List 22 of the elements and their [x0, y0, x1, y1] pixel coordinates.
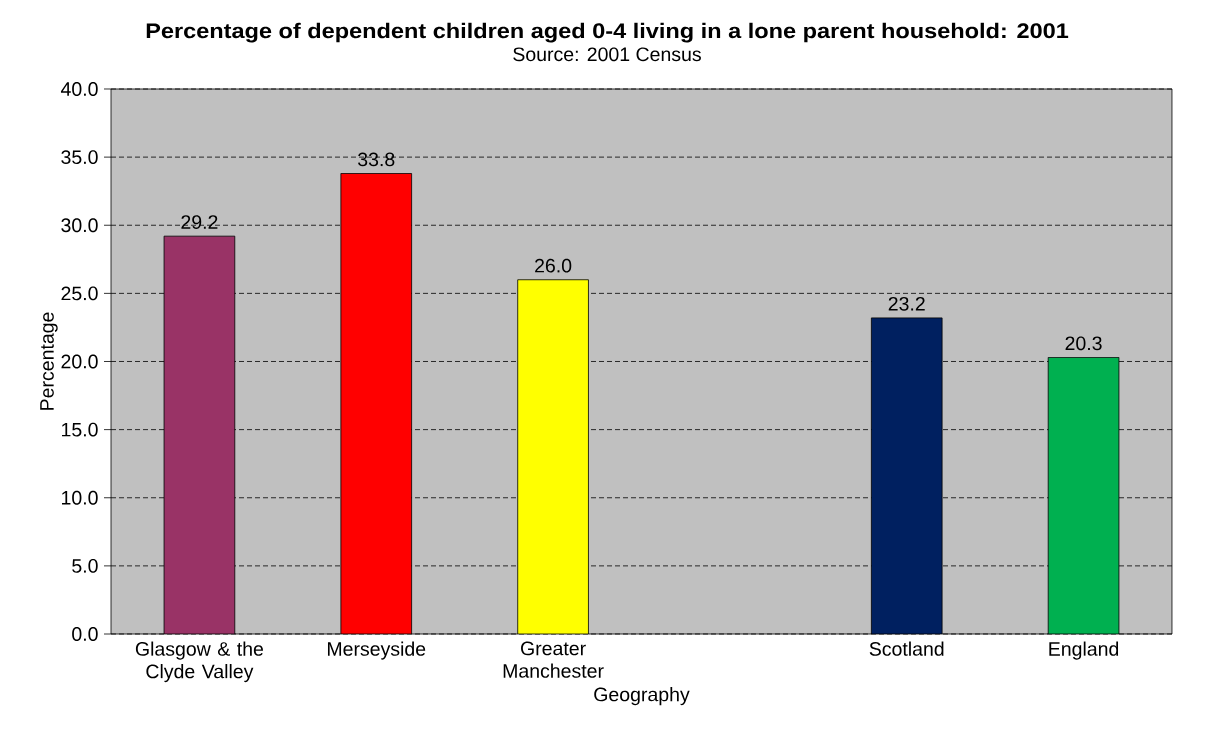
y-tick-label: 10.0	[62, 490, 98, 505]
y-tick-label: 5.0	[72, 558, 98, 573]
source-note: Source: 2001 Census	[513, 47, 701, 62]
x-axis-title: Geography	[594, 687, 690, 706]
data-label: 20.3	[1065, 336, 1102, 351]
y-tick-label: 0.0	[72, 627, 98, 641]
y-tick-label: 25.0	[61, 286, 98, 301]
y-tick-label: 20.0	[61, 354, 98, 369]
y-tick-label: 15.0	[62, 422, 98, 437]
chart-title: Percentage of dependent children aged 0-4 living in a lone parent household: 2001	[146, 22, 1069, 43]
data-label: 26.0	[535, 258, 572, 273]
x-tick-label: England	[1049, 641, 1119, 660]
data-label: 33.8	[358, 152, 395, 167]
y-tick-label: 30.0	[61, 218, 98, 233]
y-axis-title: Percentage	[40, 312, 58, 410]
x-tick-label: Merseyside	[327, 641, 426, 660]
x-tick-label: Greater Manchester	[503, 641, 604, 678]
x-tick-label: Scotland	[869, 641, 944, 656]
x-tick-label: Glasgow & the Clyde Valley	[135, 641, 264, 683]
data-label: 23.2	[888, 296, 925, 311]
y-tick-label: 40.0	[60, 82, 98, 96]
y-tick-label: 35.0	[61, 150, 98, 165]
